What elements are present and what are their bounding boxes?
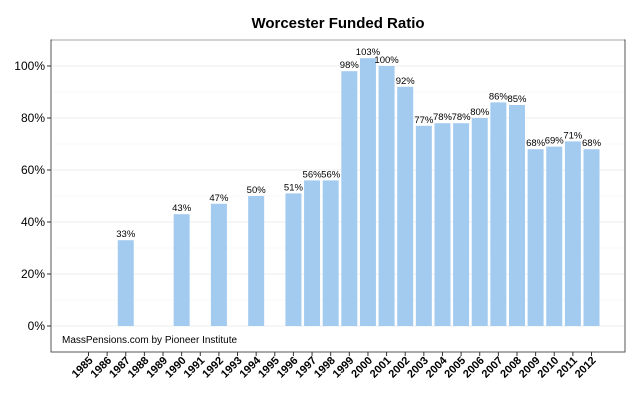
bar [490,102,507,327]
x-tick-label: 2012 [573,355,599,381]
bar [304,180,321,326]
y-tick-label: 80% [21,111,45,125]
data-label: 68% [582,138,602,149]
source-annotation: MassPensions.com by Pioneer Institute [62,335,238,346]
data-label: 103% [356,47,381,58]
data-label: 86% [489,91,509,102]
x-axis: 1985198619871988198919901991199219931994… [70,352,599,380]
y-tick-label: 0% [28,319,46,333]
bar [564,141,581,326]
bar [527,149,544,326]
bar [341,71,358,326]
y-tick-label: 100% [14,59,45,73]
data-label: 85% [507,94,527,105]
bar [508,105,525,326]
data-label: 33% [116,229,136,240]
data-label: 68% [526,138,546,149]
data-label: 69% [545,136,565,147]
data-label: 100% [374,55,399,66]
bar [434,123,451,326]
y-tick-label: 40% [21,215,45,229]
bar [546,146,563,326]
bar [210,203,227,326]
y-tick-label: 20% [21,267,45,281]
data-label: 98% [340,60,360,71]
data-label: 43% [172,203,192,214]
data-label: 47% [209,193,229,204]
data-label: 56% [321,169,341,180]
bar [583,149,600,326]
bar [359,58,376,326]
bar [285,193,302,326]
bar [471,118,488,326]
bar-series [117,58,600,327]
y-tick-label: 60% [21,163,45,177]
bar [397,86,414,326]
bar [453,123,470,326]
data-label: 50% [247,185,267,196]
data-label: 77% [414,115,434,126]
bar [415,125,432,326]
bar [378,66,395,326]
data-label: 51% [284,182,304,193]
chart-title: Worcester Funded Ratio [251,15,424,32]
data-label: 71% [563,130,583,141]
data-label: 78% [452,112,472,123]
bar [248,196,265,326]
data-label: 92% [396,76,416,87]
y-axis: 0% 20% 40% 60% 80% 100% [14,59,51,333]
bar [173,214,190,326]
data-label: 56% [303,169,323,180]
data-label: 80% [470,107,490,118]
data-label: 78% [433,112,453,123]
data-labels: 33%43%47%50% 51%56% 56%98%103%100%92%77% 78… [116,47,601,240]
bar [117,240,134,326]
bar [322,180,339,326]
